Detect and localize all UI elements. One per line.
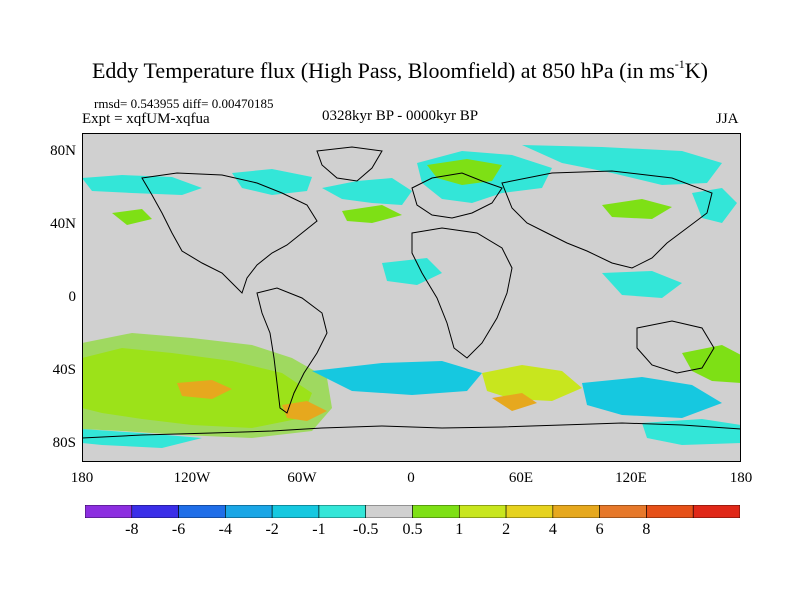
colorbar-label: 0.5 <box>402 521 423 538</box>
colorbar-label: 6 <box>595 521 604 538</box>
lat-tick-label: 40S <box>52 362 76 378</box>
coast-antarctica <box>82 422 741 439</box>
field-sh-indian-pos <box>482 365 582 401</box>
field-nh-pacific-neg <box>692 188 737 223</box>
map-frame <box>82 133 741 462</box>
field-nh-pacific-pos <box>112 209 152 225</box>
field-sh-pacific-pos-big <box>177 380 232 399</box>
colorbar-swatch <box>505 505 554 518</box>
field-nh-siberia-pos <box>602 199 672 219</box>
colorbar-swatch <box>692 505 740 518</box>
field-sh-indian-neg <box>582 377 722 418</box>
coast-europe <box>411 172 503 219</box>
season-label: JJA <box>716 111 739 127</box>
field-nh-atlantic-neg <box>322 178 412 205</box>
anomaly-fields <box>82 145 741 448</box>
lon-tick-label: 60E <box>508 470 534 486</box>
field-sh-drake-pos-big <box>282 401 327 421</box>
colorbar-swatch <box>599 505 647 518</box>
colorbar-swatch <box>225 505 273 518</box>
lon-tick-label: 0 <box>407 470 415 486</box>
lat-tick-label: 80S <box>52 435 76 451</box>
colorbar-swatch <box>458 505 507 518</box>
period-label: 0328kyr BP - 0000kyr BP <box>322 108 479 124</box>
field-nh-canada-neg <box>232 169 312 195</box>
colorbar-swatch <box>552 505 600 518</box>
colorbar-label: -1 <box>312 521 326 538</box>
colorbar-label: 2 <box>502 521 511 538</box>
colorbar-label: -4 <box>218 521 232 538</box>
field-sh-antarctic-pos <box>682 345 741 383</box>
figure-title: Eddy Temperature flux (High Pass, Bloomf… <box>91 56 708 83</box>
coast-australia <box>636 320 715 374</box>
colorbar-label: -8 <box>125 521 139 538</box>
lon-tick-label: 120W <box>173 470 211 486</box>
world-map <box>82 133 741 462</box>
lon-tick-label: 180 <box>70 470 94 486</box>
lon-tick-label: 60W <box>287 470 317 486</box>
field-sh-south-neg <box>82 429 202 448</box>
field-trop-indian-neg <box>602 271 682 298</box>
coastlines <box>82 146 741 439</box>
colorbar-label: -2 <box>265 521 279 538</box>
coast-south-america <box>256 287 328 414</box>
coast-asia <box>501 170 713 269</box>
lat-tick-label: 40N <box>50 216 76 232</box>
colorbar-label: -6 <box>171 521 186 538</box>
field-nh-atlantic-pos <box>342 205 402 223</box>
colorbar-swatch <box>365 505 413 518</box>
colorbar-swatch <box>318 505 367 518</box>
colorbar-label: -0.5 <box>353 521 379 538</box>
colorbar-label: 4 <box>548 521 557 538</box>
colorbar-swatch <box>85 505 133 518</box>
colorbar-swatch <box>412 505 460 518</box>
field-sh-atlantic-neg <box>312 361 482 395</box>
field-sh-ross-neg <box>642 419 741 445</box>
lat-tick-label: 80N <box>50 143 76 159</box>
field-sh-indian-pos-big <box>492 393 537 411</box>
colorbar-swatch <box>178 505 226 518</box>
lon-tick-label: 180 <box>729 470 753 486</box>
colorbar <box>85 505 740 518</box>
lat-tick-label: 0 <box>68 289 77 305</box>
coast-north-america <box>141 172 318 294</box>
experiment-label: Expt = xqfUM-xqfua <box>82 111 210 127</box>
colorbar-swatch <box>646 505 694 518</box>
field-nh-scandinavia-pos <box>427 159 502 185</box>
colorbar-swatch <box>131 505 179 518</box>
field-nh-namerica-neg <box>82 175 202 195</box>
stats-label: rmsd= 0.543955 diff= 0.00470185 <box>94 96 274 111</box>
field-nh-siberia-neg <box>522 145 722 185</box>
coast-greenland <box>316 146 383 182</box>
coast-africa <box>411 227 513 359</box>
colorbar-label: 1 <box>455 521 464 538</box>
colorbar-swatch <box>271 505 320 518</box>
lon-tick-label: 120E <box>615 470 647 486</box>
field-trop-atlantic-neg <box>382 258 442 285</box>
colorbar-label: 8 <box>642 521 651 538</box>
